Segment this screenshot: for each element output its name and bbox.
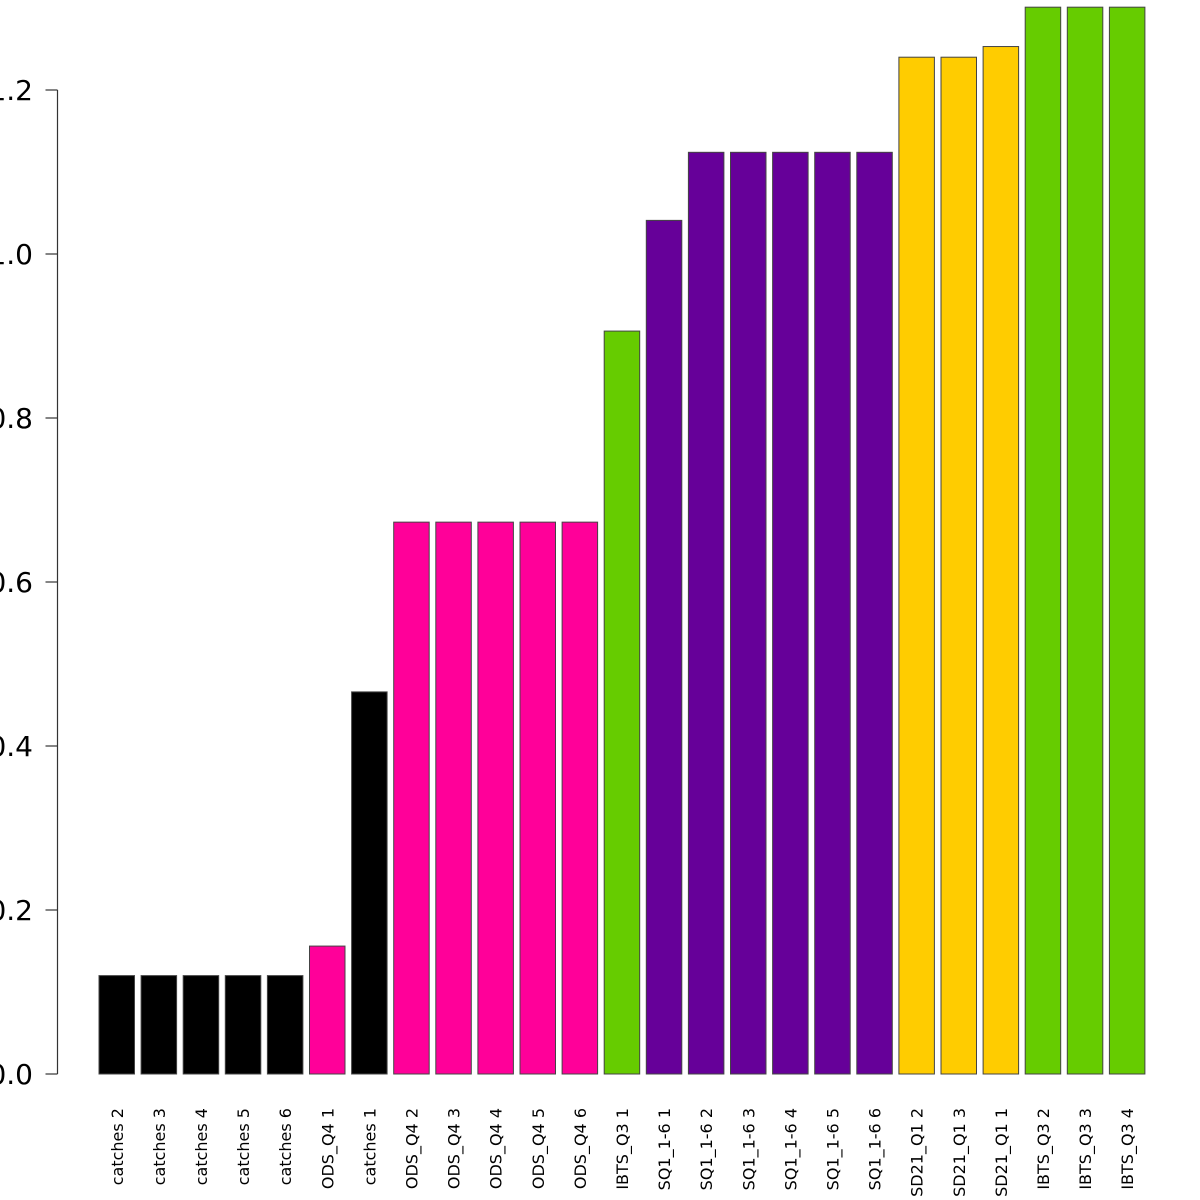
x-tick-label: SQ1_1-6 6 <box>866 1108 886 1190</box>
bar <box>477 521 514 1075</box>
x-tick-label: ODS_Q4 2 <box>402 1108 422 1189</box>
bar <box>814 151 851 1075</box>
y-tick-label: 0.4 <box>0 730 33 763</box>
bar <box>224 975 262 1075</box>
bar <box>266 975 304 1075</box>
x-tick-label: catches 3 <box>150 1108 169 1185</box>
y-tick-label: 0.8 <box>0 402 33 435</box>
x-tick-label: catches 6 <box>276 1108 295 1185</box>
y-tick-label: 1.0 <box>0 238 33 271</box>
bar <box>1024 6 1062 1075</box>
bar <box>898 56 935 1075</box>
x-axis-labels: catches 2 catches 3 catches 4 catches 5 catc… <box>108 1108 1138 1197</box>
x-tick-label: SD21_Q1 2 <box>908 1108 928 1197</box>
bar <box>940 56 977 1075</box>
x-tick-label: SQ1_1-6 4 <box>781 1108 801 1190</box>
x-tick-label: SD21_Q1 1 <box>992 1108 1012 1197</box>
bar <box>687 151 725 1075</box>
bars <box>98 6 1146 1075</box>
x-tick-label: ODS_Q4 1 <box>318 1108 338 1189</box>
x-tick-label: SQ1_1-6 1 <box>655 1108 675 1190</box>
bar <box>435 521 472 1075</box>
x-tick-label: SQ1_1-6 5 <box>823 1108 843 1190</box>
x-tick-label: SQ1_1-6 3 <box>739 1108 759 1190</box>
x-tick-label: IBTS_Q3 4 <box>1118 1108 1138 1190</box>
bar <box>856 151 893 1075</box>
y-axis: 0.0 0.2 0.4 0.6 0.8 1.0 1.2 <box>0 74 59 1091</box>
x-tick-label: ODS_Q4 6 <box>571 1108 591 1189</box>
bar <box>309 945 346 1075</box>
x-tick-label: SQ1_1-6 2 <box>697 1108 717 1190</box>
bar <box>351 691 388 1075</box>
x-tick-label: SD21_Q1 3 <box>950 1108 970 1197</box>
x-tick-label: catches 1 <box>360 1108 379 1185</box>
bar <box>603 330 641 1075</box>
bar <box>393 521 430 1075</box>
y-tick-label: 0.0 <box>0 1058 33 1091</box>
bar <box>982 46 1020 1075</box>
y-tick-label: 0.6 <box>0 566 33 599</box>
bar <box>1108 6 1146 1075</box>
bar <box>730 151 767 1075</box>
x-tick-label: ODS_Q4 4 <box>487 1108 507 1189</box>
x-tick-label: catches 4 <box>192 1108 211 1185</box>
bar <box>182 975 220 1075</box>
bar <box>140 975 178 1075</box>
bar <box>519 521 556 1075</box>
y-tick-label: 1.2 <box>0 74 33 107</box>
y-tick-label: 0.2 <box>0 894 33 927</box>
bar <box>772 151 809 1075</box>
bar <box>561 521 599 1075</box>
x-tick-label: ODS_Q4 5 <box>529 1108 549 1189</box>
bar <box>1066 6 1104 1075</box>
x-tick-label: catches 2 <box>108 1108 127 1185</box>
x-tick-label: IBTS_Q3 2 <box>1034 1108 1054 1190</box>
x-tick-label: catches 5 <box>234 1108 253 1185</box>
x-tick-label: IBTS_Q3 1 <box>613 1108 633 1190</box>
bar <box>645 219 683 1075</box>
x-tick-label: ODS_Q4 3 <box>445 1108 465 1189</box>
x-tick-label: IBTS_Q3 3 <box>1076 1108 1096 1190</box>
bar <box>98 975 135 1075</box>
